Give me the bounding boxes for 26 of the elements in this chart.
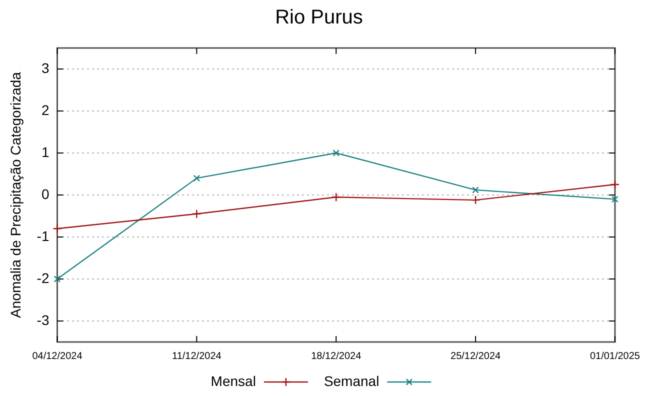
point <box>610 180 620 190</box>
y-tick-label: 1 <box>41 144 50 160</box>
point <box>612 196 618 203</box>
point <box>54 276 61 282</box>
x-tick-label: 11/12/2024 <box>172 350 222 362</box>
x-tick-label: 25/12/2024 <box>450 350 501 362</box>
point <box>332 192 341 202</box>
point <box>470 195 480 205</box>
point <box>472 186 479 194</box>
y-axis-title: Anomalia de Precipitação Categorizada <box>7 72 24 318</box>
point <box>192 209 202 218</box>
y-tick-label: 2 <box>41 102 50 118</box>
x-tick-label: 04/12/2024 <box>32 350 83 362</box>
y-tick-label: 3 <box>41 60 50 76</box>
legend-label: Mensal <box>210 372 256 389</box>
y-tick-label: -1 <box>36 228 50 244</box>
point <box>193 174 200 182</box>
x-tick-label: 01/01/2025 <box>590 350 640 362</box>
y-tick-label: -3 <box>36 312 50 328</box>
legend-label: Semanal <box>324 372 380 389</box>
point <box>332 150 340 156</box>
x-tick-label: 18/12/2024 <box>311 350 362 362</box>
point <box>52 224 62 234</box>
y-tick-label: -2 <box>36 270 50 286</box>
chart-title: Rio Purus <box>275 6 363 29</box>
y-tick-label: 0 <box>41 186 50 202</box>
